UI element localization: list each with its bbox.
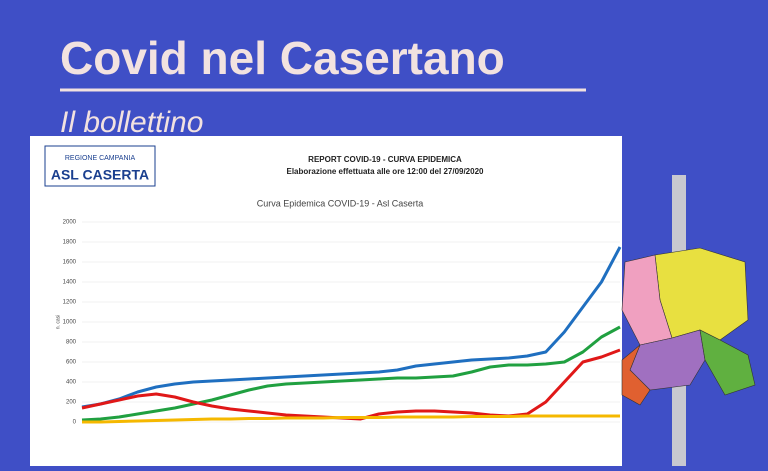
- headline: Covid nel Casertano: [60, 32, 505, 84]
- map: [621, 247, 756, 406]
- report-heading: REPORT COVID-19 - CURVA EPIDEMICA: [308, 155, 462, 164]
- y-tick-label: 2000: [63, 220, 77, 226]
- y-tick-label: 1200: [63, 300, 77, 306]
- series-line: [81, 325, 621, 422]
- y-tick-label: 1400: [63, 280, 77, 286]
- y-tick-label: 1800: [63, 240, 77, 246]
- y-tick-label: 0: [73, 420, 77, 426]
- logo-main: ASL CASERTA: [51, 167, 149, 183]
- y-tick-label: 1600: [63, 260, 77, 266]
- map-region: [654, 247, 749, 341]
- map-region: [699, 329, 756, 396]
- series-line: [82, 414, 620, 424]
- logo-top: REGIONE CAMPANIA: [65, 155, 136, 162]
- series-line: [81, 246, 622, 409]
- chart-title: Curva Epidemica COVID-19 - Asl Caserta: [257, 198, 424, 208]
- y-tick-label: 400: [66, 380, 77, 386]
- y-tick-label: 1000: [63, 320, 77, 326]
- y-tick-label: 800: [66, 340, 77, 346]
- y-tick-label: 200: [66, 400, 77, 406]
- logo: [44, 145, 156, 187]
- map-region: [621, 344, 651, 406]
- y-tick-label: 600: [66, 360, 77, 366]
- report-subheading: Elaborazione effettuata alle ore 12:00 d…: [287, 167, 485, 176]
- report-panel: [30, 136, 622, 466]
- y-axis-label: n. casi: [55, 315, 61, 329]
- subheadline: Il bollettino: [60, 106, 203, 139]
